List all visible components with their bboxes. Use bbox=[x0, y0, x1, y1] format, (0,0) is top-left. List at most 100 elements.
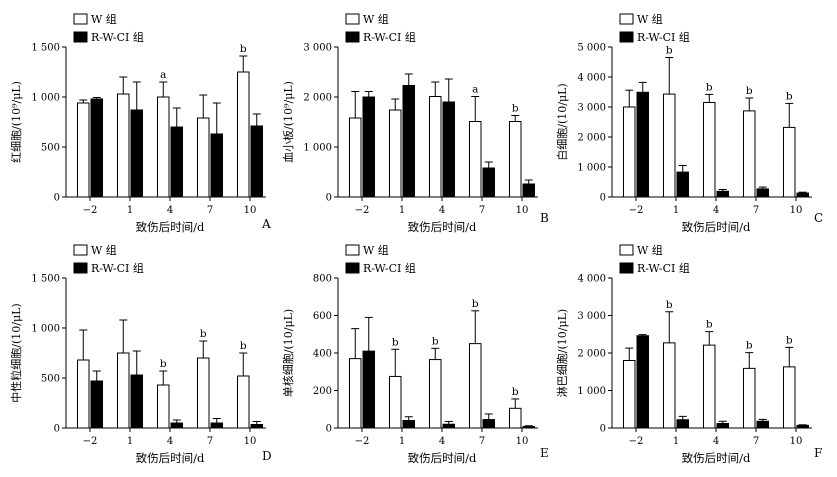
y-tick-label: 600 bbox=[313, 311, 332, 322]
significance-label: a bbox=[472, 84, 478, 96]
bar-w-group bbox=[349, 358, 362, 429]
bar-w-group bbox=[237, 375, 250, 429]
y-tick-label: 3 000 bbox=[577, 311, 606, 322]
bar-rwci-group bbox=[756, 420, 769, 429]
legend-swatch-rwci bbox=[73, 262, 88, 274]
bar-w-group bbox=[469, 121, 482, 198]
y-tick-label: 1 000 bbox=[31, 324, 60, 335]
bar-w-group bbox=[703, 102, 716, 198]
bar-w-group bbox=[623, 106, 636, 198]
bar-rwci-group bbox=[90, 380, 103, 429]
bar-rwci-group bbox=[796, 424, 809, 429]
bar-w-group bbox=[197, 117, 210, 198]
bar-rwci-group bbox=[482, 419, 495, 429]
bar-w-group bbox=[77, 102, 90, 198]
x-tick-label: 1 bbox=[127, 436, 133, 447]
x-tick-label: 4 bbox=[713, 436, 719, 447]
legend-label-rwci: R-W-CI 组 bbox=[637, 261, 690, 275]
bar-rwci-group bbox=[442, 423, 455, 429]
bar-w-group bbox=[783, 126, 796, 198]
y-tick-label: 500 bbox=[41, 374, 60, 385]
legend-swatch-rwci bbox=[619, 31, 634, 43]
x-tick-label: −2 bbox=[629, 436, 644, 447]
bar-rwci-group bbox=[756, 188, 769, 198]
bar-rwci-group bbox=[402, 420, 415, 429]
bar-rwci-group bbox=[636, 335, 649, 429]
bar-w-group bbox=[469, 343, 482, 429]
y-tick-label: 3 000 bbox=[303, 43, 332, 54]
y-tick-label: 5 000 bbox=[577, 43, 606, 54]
legend-swatch-w bbox=[619, 244, 634, 256]
x-tick-label: 10 bbox=[790, 436, 803, 447]
legend-label-rwci: R-W-CI 组 bbox=[363, 261, 416, 275]
legend-label-w: W 组 bbox=[637, 12, 663, 26]
x-tick-label: −2 bbox=[629, 205, 644, 216]
significance-label: b bbox=[240, 43, 247, 55]
x-tick-label: 10 bbox=[244, 205, 257, 216]
significance-label: b bbox=[786, 334, 793, 346]
legend-swatch-w bbox=[73, 13, 88, 25]
x-tick-label: 1 bbox=[399, 436, 405, 447]
x-tick-label: 10 bbox=[516, 205, 529, 216]
legend-label-rwci: R-W-CI 组 bbox=[91, 261, 144, 275]
legend-label-rwci: R-W-CI 组 bbox=[91, 30, 144, 44]
y-axis-label: 红细胞/(10⁹/μL) bbox=[10, 81, 23, 163]
y-tick-label: 1 000 bbox=[31, 93, 60, 104]
bar-w-group bbox=[703, 344, 716, 429]
x-tick-label: −2 bbox=[83, 436, 98, 447]
y-tick-label: 0 bbox=[54, 424, 60, 435]
bar-rwci-group bbox=[402, 85, 415, 198]
x-tick-label: −2 bbox=[355, 205, 370, 216]
bar-w-group bbox=[429, 359, 442, 429]
x-tick-label: 7 bbox=[479, 205, 485, 216]
significance-label: b bbox=[746, 340, 753, 352]
bar-rwci-group bbox=[796, 192, 809, 198]
x-tick-label: 7 bbox=[207, 205, 213, 216]
x-tick-label: 10 bbox=[790, 205, 803, 216]
y-tick-label: 200 bbox=[313, 386, 332, 397]
x-tick-label: 7 bbox=[753, 436, 759, 447]
bar-w-group bbox=[663, 342, 676, 429]
x-tick-label: 7 bbox=[479, 436, 485, 447]
bar-w-group bbox=[663, 93, 676, 198]
x-tick-label: 1 bbox=[673, 436, 679, 447]
bar-rwci-group bbox=[250, 424, 263, 429]
y-tick-label: 0 bbox=[600, 424, 606, 435]
bar-rwci-group bbox=[362, 350, 375, 429]
x-axis-label: 致伤后时间/d bbox=[682, 451, 751, 465]
panel-label: B bbox=[540, 211, 549, 225]
chart-panel-A: 0 500 1 000 1 500 红细胞/(10⁹/μL) −2 1 4 a 7 10 b 致伤后时间… bbox=[10, 12, 271, 234]
y-tick-label: 2 000 bbox=[577, 349, 606, 360]
x-tick-label: 4 bbox=[439, 436, 445, 447]
y-tick-label: 4 000 bbox=[577, 274, 606, 285]
significance-label: b bbox=[240, 340, 247, 352]
bar-rwci-group bbox=[522, 426, 535, 429]
bar-w-group bbox=[623, 360, 636, 429]
legend-label-w: W 组 bbox=[91, 12, 117, 26]
bar-rwci-group bbox=[482, 167, 495, 198]
significance-label: b bbox=[706, 319, 713, 331]
chart-panel-F: 0 1 000 2 000 3 000 4 000 淋巴细胞/(10/μL) −2 1 b 4 b 7… bbox=[556, 243, 822, 465]
y-axis-label: 淋巴细胞/(10/μL) bbox=[556, 309, 569, 397]
significance-label: b bbox=[666, 45, 673, 57]
bar-w-group bbox=[429, 96, 442, 198]
y-axis-label: 中性粒细胞/(10/μL) bbox=[9, 303, 23, 402]
panel-label: D bbox=[262, 449, 272, 463]
y-tick-label: 0 bbox=[600, 193, 606, 204]
chart-panel-C: 0 1 000 2 000 3 000 4 000 5 000 白细胞/(10/μL) −2 1… bbox=[555, 12, 823, 234]
legend-swatch-w bbox=[619, 13, 634, 25]
legend-swatch-w bbox=[73, 244, 88, 256]
bar-w-group bbox=[389, 375, 402, 429]
legend-swatch-w bbox=[345, 244, 360, 256]
bar-rwci-group bbox=[130, 109, 143, 198]
significance-label: b bbox=[472, 298, 479, 310]
y-tick-label: 1 000 bbox=[303, 143, 332, 154]
x-tick-label: −2 bbox=[83, 205, 98, 216]
significance-label: b bbox=[200, 328, 207, 340]
x-tick-label: 10 bbox=[244, 436, 257, 447]
legend-label-w: W 组 bbox=[637, 243, 663, 257]
legend-label-rwci: R-W-CI 组 bbox=[637, 30, 690, 44]
x-tick-label: 1 bbox=[127, 205, 133, 216]
x-tick-label: −2 bbox=[355, 436, 370, 447]
